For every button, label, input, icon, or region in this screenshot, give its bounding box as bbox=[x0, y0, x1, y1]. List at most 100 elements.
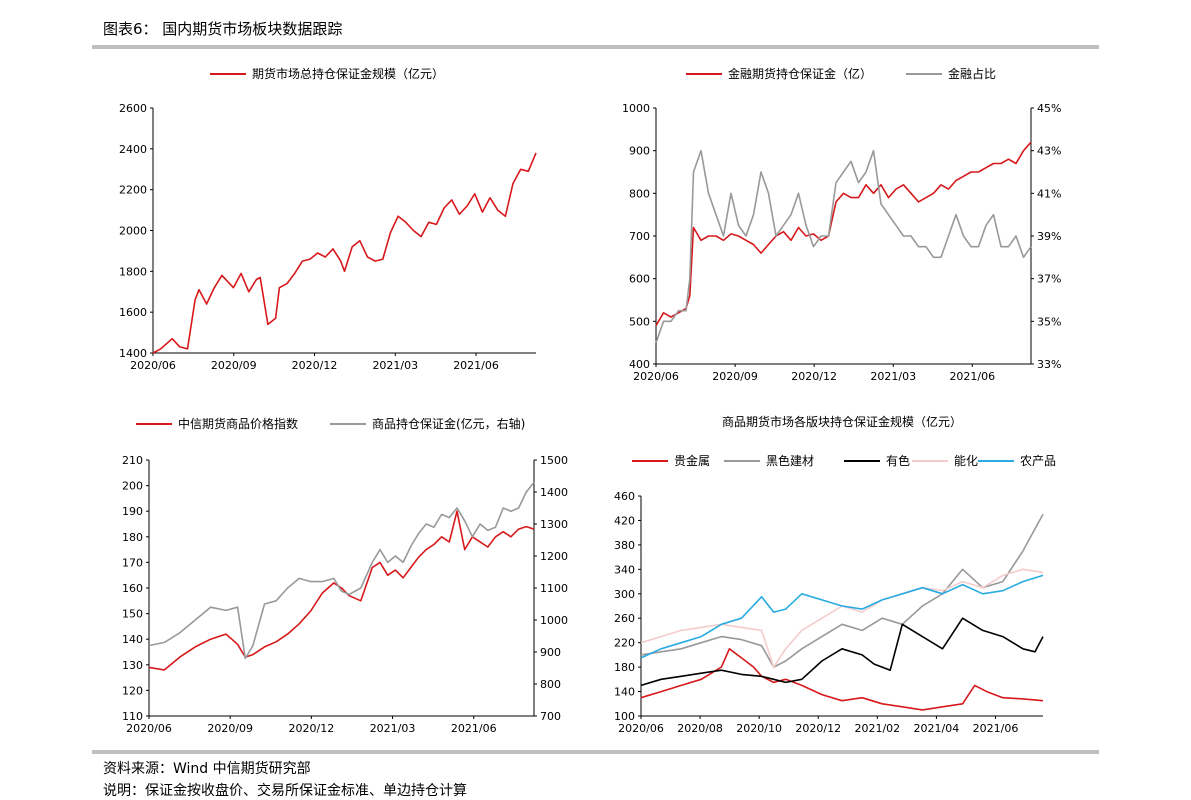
y2-tick-label: 1400 bbox=[540, 486, 568, 499]
y-tick-label: 130 bbox=[122, 659, 143, 672]
y-tick-label: 800 bbox=[629, 187, 650, 200]
y-tick-label: 300 bbox=[614, 588, 635, 601]
chart-commodity-index: 中信期货商品价格指数 商品持仓保证金(亿元，右轴) 110 120 130 140 150 1… bbox=[100, 410, 590, 740]
series-line bbox=[148, 481, 535, 660]
y2-tick-label: 800 bbox=[540, 678, 561, 691]
page-title: 图表6： 国内期货市场板块数据跟踪 bbox=[103, 20, 343, 38]
legend-label: 有色 bbox=[886, 454, 910, 468]
chart-sector-margin: 商品期货市场各版块持仓保证金规模（亿元） 贵金属 黑色建材 有色 能化 农产品 100 140… bbox=[600, 410, 1080, 740]
y-tick-label: 2000 bbox=[119, 225, 147, 238]
series-line bbox=[640, 574, 1044, 659]
top-divider bbox=[92, 45, 1099, 49]
legend-label: 期货市场总持仓保证金规模（亿元） bbox=[252, 66, 444, 81]
legend-label: 能化 bbox=[954, 454, 978, 468]
y2-tick-label: 1000 bbox=[540, 614, 568, 627]
y-tick-label: 460 bbox=[614, 490, 635, 503]
x-tick-label: 2020/06 bbox=[130, 359, 176, 372]
x-tick-label: 2020/06 bbox=[618, 722, 664, 735]
y-tick-label: 260 bbox=[614, 612, 635, 625]
y-tick-label: 700 bbox=[629, 230, 650, 243]
x-tick-label: 2021/06 bbox=[453, 359, 499, 372]
y-tick-label: 140 bbox=[614, 686, 635, 699]
y2-tick-label: 700 bbox=[540, 710, 561, 723]
y-tick-label: 100 bbox=[614, 710, 635, 723]
y-tick-label: 220 bbox=[614, 637, 635, 650]
y-tick-label: 2600 bbox=[119, 102, 147, 115]
legend-label: 贵金属 bbox=[674, 453, 710, 468]
x-tick-label: 2021/02 bbox=[854, 722, 900, 735]
x-tick-label: 2020/09 bbox=[211, 359, 257, 372]
y-tick-label: 500 bbox=[629, 315, 650, 328]
y-tick-label: 1000 bbox=[622, 102, 650, 115]
x-tick-label: 2020/06 bbox=[126, 722, 172, 735]
x-tick-label: 2020/10 bbox=[736, 722, 782, 735]
series-line bbox=[148, 510, 535, 671]
y-tick-label: 1400 bbox=[119, 347, 147, 360]
y-tick-label: 180 bbox=[614, 661, 635, 674]
y2-tick-label: 45% bbox=[1037, 102, 1061, 115]
y-tick-label: 340 bbox=[614, 563, 635, 576]
legend-label: 黑色建材 bbox=[766, 454, 814, 468]
series-line bbox=[640, 568, 1044, 668]
chart-total-margin: 期货市场总持仓保证金规模（亿元） 1400 1600 1800 2000 2200 2400… bbox=[100, 60, 570, 390]
chart-title: 商品期货市场各版块持仓保证金规模（亿元） bbox=[722, 414, 962, 429]
x-tick-label: 2020/06 bbox=[633, 370, 679, 383]
x-tick-label: 2021/03 bbox=[870, 370, 916, 383]
y-tick-label: 210 bbox=[122, 454, 143, 467]
x-tick-label: 2020/09 bbox=[207, 722, 253, 735]
legend-label: 中信期货商品价格指数 bbox=[178, 416, 298, 431]
x-tick-label: 2021/06 bbox=[949, 370, 995, 383]
y-tick-label: 900 bbox=[629, 145, 650, 158]
legend-label: 金融占比 bbox=[948, 66, 996, 81]
y2-tick-label: 43% bbox=[1037, 145, 1061, 158]
y-tick-label: 140 bbox=[122, 633, 143, 646]
y-tick-label: 400 bbox=[629, 358, 650, 371]
y2-tick-label: 41% bbox=[1037, 187, 1061, 200]
source-note: 资料来源：Wind 中信期货研究部 bbox=[103, 761, 311, 777]
y2-tick-label: 1200 bbox=[540, 550, 568, 563]
bottom-divider bbox=[92, 750, 1099, 754]
x-tick-label: 2021/04 bbox=[914, 722, 960, 735]
y2-tick-label: 1300 bbox=[540, 518, 568, 531]
y-tick-label: 150 bbox=[122, 608, 143, 621]
y2-tick-label: 1100 bbox=[540, 582, 568, 595]
series-line bbox=[655, 141, 1032, 327]
legend-label: 金融期货持仓保证金（亿） bbox=[728, 66, 872, 81]
y2-tick-label: 39% bbox=[1037, 230, 1061, 243]
y-tick-label: 2400 bbox=[119, 143, 147, 156]
y-tick-label: 120 bbox=[122, 684, 143, 697]
x-tick-label: 2020/12 bbox=[292, 359, 338, 372]
x-tick-label: 2021/06 bbox=[451, 722, 497, 735]
y-tick-label: 170 bbox=[122, 556, 143, 569]
x-tick-label: 2020/08 bbox=[677, 722, 723, 735]
y-tick-label: 200 bbox=[122, 480, 143, 493]
method-note: 说明：保证金按收盘价、交易所保证金标准、单边持仓计算 bbox=[103, 783, 467, 799]
y-tick-label: 2200 bbox=[119, 184, 147, 197]
series-line bbox=[640, 513, 1044, 668]
y-tick-label: 380 bbox=[614, 539, 635, 552]
y2-tick-label: 900 bbox=[540, 646, 561, 659]
y-tick-label: 600 bbox=[629, 273, 650, 286]
y2-tick-label: 35% bbox=[1037, 315, 1061, 328]
y-tick-label: 180 bbox=[122, 531, 143, 544]
y-tick-label: 1600 bbox=[119, 306, 147, 319]
series-line bbox=[640, 617, 1044, 687]
series-line bbox=[152, 152, 537, 354]
y2-tick-label: 33% bbox=[1037, 358, 1061, 371]
x-tick-label: 2020/12 bbox=[791, 370, 837, 383]
series-line bbox=[655, 149, 1032, 343]
x-tick-label: 2020/09 bbox=[712, 370, 758, 383]
chart-financial-margin: 金融期货持仓保证金（亿） 金融占比 400 500 600 700 800 900 1000 33… bbox=[600, 60, 1080, 390]
y-tick-label: 1800 bbox=[119, 265, 147, 278]
legend-label: 商品持仓保证金(亿元，右轴) bbox=[372, 416, 525, 431]
y-tick-label: 110 bbox=[122, 710, 143, 723]
legend-label: 农产品 bbox=[1020, 454, 1056, 468]
y2-tick-label: 37% bbox=[1037, 273, 1061, 286]
y2-tick-label: 1500 bbox=[540, 454, 568, 467]
y-tick-label: 420 bbox=[614, 514, 635, 527]
x-tick-label: 2021/03 bbox=[372, 359, 418, 372]
x-tick-label: 2021/03 bbox=[370, 722, 416, 735]
y-tick-label: 190 bbox=[122, 505, 143, 518]
x-tick-label: 2021/06 bbox=[973, 722, 1019, 735]
series-line bbox=[640, 648, 1044, 711]
